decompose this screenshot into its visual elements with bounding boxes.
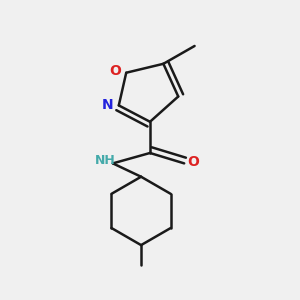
- Text: O: O: [109, 64, 121, 78]
- Text: N: N: [102, 98, 113, 112]
- Text: NH: NH: [95, 154, 116, 167]
- Text: O: O: [187, 155, 199, 169]
